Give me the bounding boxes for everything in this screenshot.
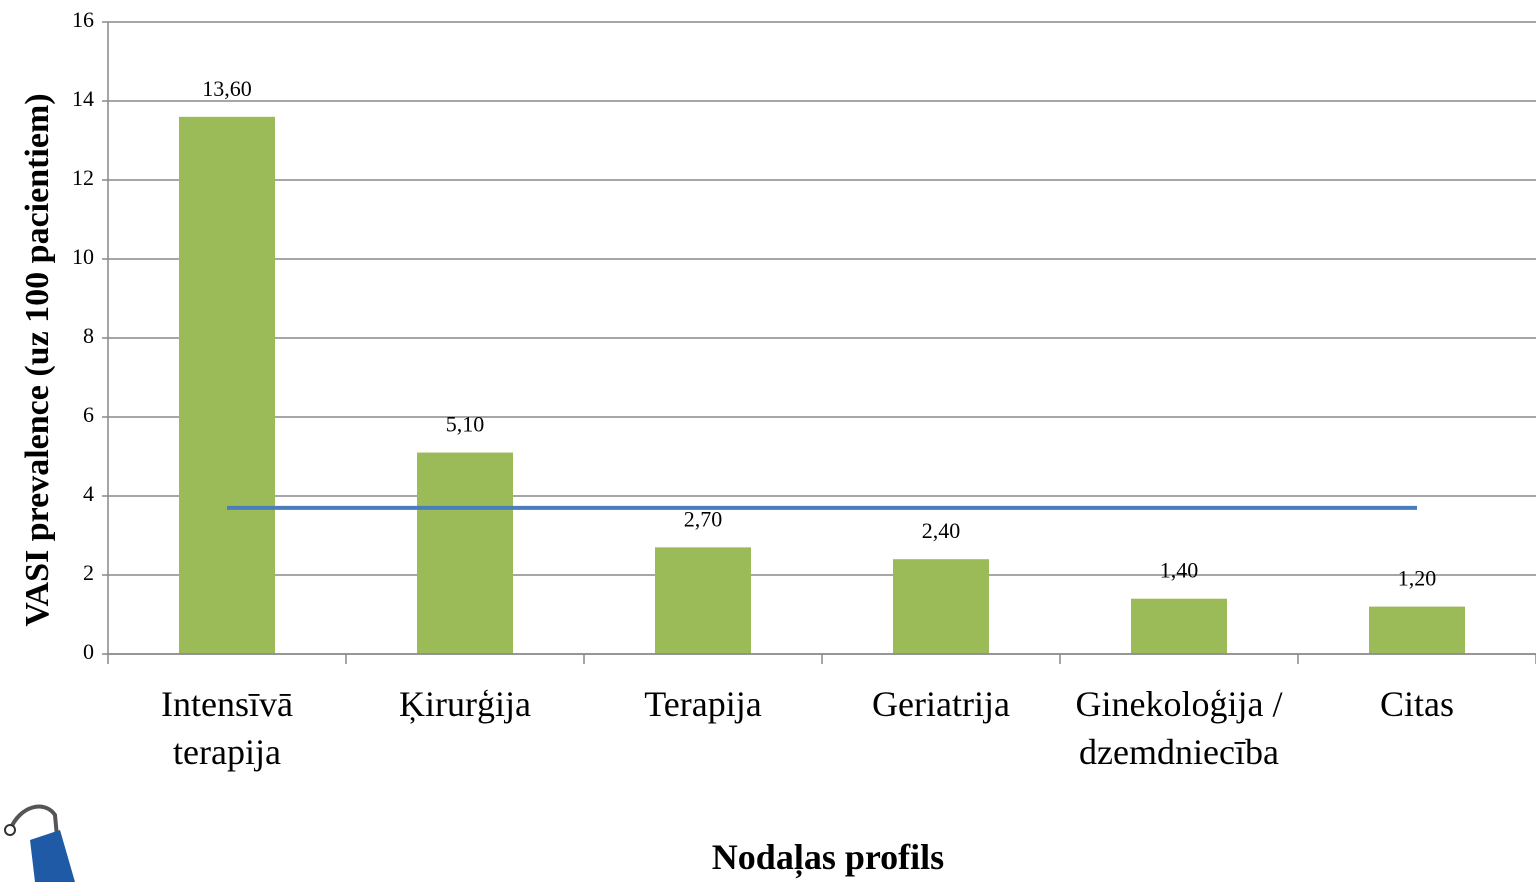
y-tick-label: 8 bbox=[83, 323, 94, 348]
y-tick-label: 12 bbox=[72, 165, 94, 190]
data-label: 1,20 bbox=[1398, 566, 1437, 591]
data-label: 2,70 bbox=[684, 506, 723, 531]
bar bbox=[1131, 598, 1227, 654]
x-tick-label: Ginekoloģija / dzemdniecība bbox=[1075, 684, 1283, 772]
y-tick-label: 14 bbox=[72, 86, 94, 111]
y-tick-label: 4 bbox=[83, 481, 94, 506]
y-tick-label: 6 bbox=[83, 402, 94, 427]
data-label: 2,40 bbox=[922, 518, 961, 543]
bar bbox=[417, 452, 513, 654]
y-tick-label: 16 bbox=[72, 7, 94, 32]
x-tick-label: Geriatrija bbox=[872, 684, 1010, 724]
y-tick-label: 10 bbox=[72, 244, 94, 269]
bar bbox=[655, 547, 751, 654]
logo bbox=[4, 804, 75, 882]
y-tick-label: 0 bbox=[83, 639, 94, 664]
bar bbox=[179, 116, 275, 655]
data-label: 5,10 bbox=[446, 412, 485, 437]
data-label: 1,40 bbox=[1160, 558, 1199, 583]
bar bbox=[1369, 606, 1465, 654]
y-axis-title: VASI prevalence (uz 100 pacientiem) bbox=[19, 93, 56, 626]
x-tick-label: Intensīvā terapija bbox=[161, 684, 293, 772]
x-tick-label: Ķirurģija bbox=[399, 684, 531, 724]
data-label: 13,60 bbox=[202, 76, 252, 101]
y-tick-label: 2 bbox=[83, 560, 94, 585]
bar bbox=[893, 559, 989, 654]
x-tick-label: Citas bbox=[1379, 684, 1454, 724]
x-axis-title: Nodaļas profils bbox=[711, 837, 945, 877]
x-tick-label: Terapija bbox=[644, 684, 762, 724]
